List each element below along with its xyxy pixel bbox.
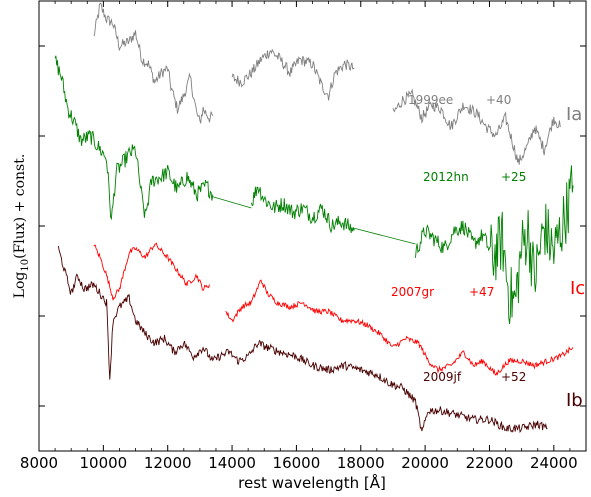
series-phase-2012hn: +25 — [501, 170, 526, 184]
series-1999ee — [93, 2, 561, 165]
series-phase-2009jf: +52 — [501, 370, 526, 384]
x-tick-label: 22000 — [466, 454, 514, 472]
type-label-Ib: Ib — [566, 390, 583, 411]
x-tick-label: 8000 — [20, 454, 58, 472]
x-tick-label: 20000 — [401, 454, 449, 472]
series-label-2009jf: 2009jf — [423, 370, 462, 384]
series-line-2009jf-0 — [57, 245, 548, 434]
x-axis-title: rest wavelength [Å] — [238, 473, 386, 492]
series-2009jf — [57, 245, 548, 434]
x-tick-label: 18000 — [337, 454, 385, 472]
series-label-2007gr: 2007gr — [391, 285, 434, 299]
series-line-1999ee-2 — [392, 88, 561, 165]
series-line-1999ee-0 — [93, 2, 214, 124]
series-2007gr — [93, 242, 574, 376]
series-phase-1999ee: +40 — [486, 93, 511, 107]
series-label-1999ee: 1999ee — [408, 93, 453, 107]
series-line-1999ee-1 — [231, 48, 355, 101]
y-axis-title: Log10(Flux) + const. — [12, 154, 31, 299]
series-layer — [54, 2, 574, 434]
series-line-2012hn-0 — [54, 55, 214, 221]
type-label-Ia: Ia — [566, 104, 582, 125]
x-tick-label: 10000 — [79, 454, 127, 472]
series-line-2007gr-0 — [93, 242, 210, 301]
series-line-2012hn-4 — [415, 165, 574, 324]
series-phase-2007gr: +47 — [469, 285, 494, 299]
series-2012hn — [54, 55, 574, 324]
series-line-2012hn-1 — [212, 196, 252, 209]
x-tick-label: 14000 — [208, 454, 256, 472]
x-tick-label: 12000 — [144, 454, 192, 472]
x-tick-label: 24000 — [530, 454, 578, 472]
series-line-2012hn-2 — [250, 186, 355, 234]
x-tick-label: 16000 — [273, 454, 321, 472]
x-axis: 8000 10000 12000 14000 16000 18000 20000 22000 2… — [20, 1, 587, 472]
series-line-2012hn-3 — [354, 227, 416, 245]
series-labels: 1999ee +40 Ia 2012hn +25 2007gr +47 Ic 2009jf +52… — [391, 93, 585, 411]
series-line-2007gr-1 — [225, 279, 574, 376]
y-axis — [39, 45, 586, 407]
type-label-Ic: Ic — [570, 278, 585, 299]
series-label-2012hn: 2012hn — [423, 170, 469, 184]
